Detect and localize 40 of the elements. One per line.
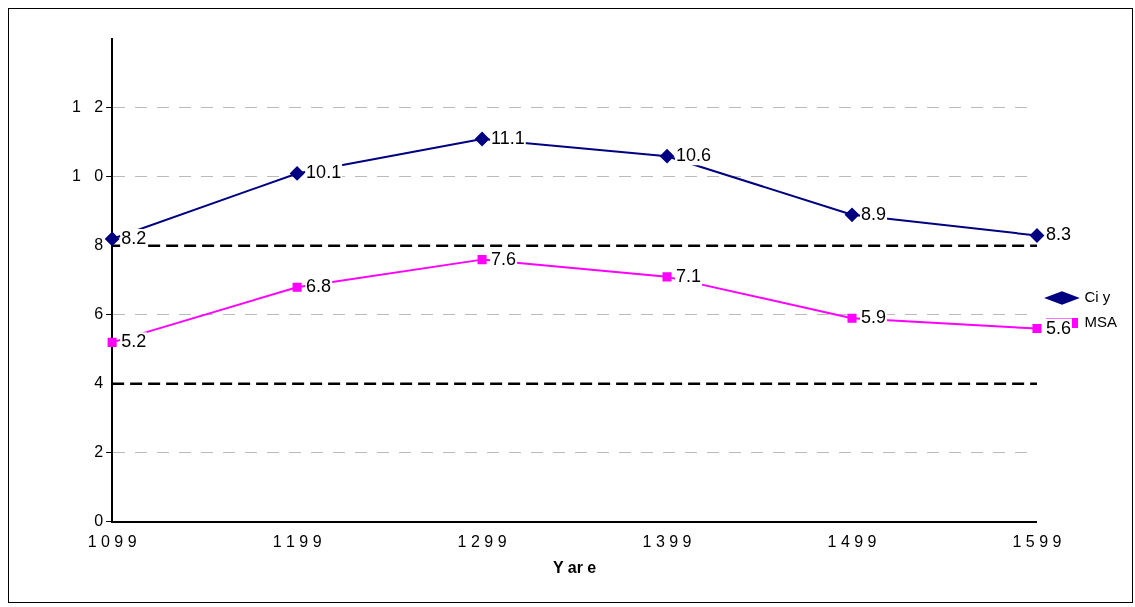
y-tick-label: 1 0 bbox=[71, 167, 104, 185]
point bbox=[847, 313, 857, 323]
point bbox=[1029, 228, 1044, 243]
legend-label: Ci y bbox=[1084, 288, 1111, 306]
data-label: 5.9 bbox=[861, 307, 887, 328]
data-label: 8.9 bbox=[861, 203, 887, 224]
legend-label: MSA bbox=[1084, 313, 1118, 331]
y-tick-label: 0 bbox=[94, 512, 104, 530]
point bbox=[475, 131, 490, 146]
data-label: 10.6 bbox=[676, 145, 712, 166]
x-tick-label: 1 5 9 9 bbox=[1012, 532, 1062, 550]
y-tick-label: 6 bbox=[94, 305, 104, 323]
data-label: 10.1 bbox=[306, 162, 342, 183]
data-label: 8.3 bbox=[1046, 224, 1072, 245]
data-label: 7.6 bbox=[491, 248, 517, 269]
point bbox=[1032, 324, 1042, 334]
x-tick-label: 1 2 9 9 bbox=[457, 532, 507, 550]
x-tick-label: 1 1 9 9 bbox=[272, 532, 322, 550]
y-tick-label: 8 bbox=[94, 236, 104, 254]
point bbox=[290, 166, 305, 181]
x-tick-label: 1 0 9 9 bbox=[87, 532, 137, 550]
point bbox=[662, 272, 672, 282]
y-tick-label: 1 2 bbox=[71, 98, 104, 116]
point bbox=[845, 207, 860, 222]
point bbox=[292, 282, 302, 292]
point bbox=[107, 337, 117, 347]
data-label: 8.2 bbox=[121, 227, 147, 248]
point bbox=[660, 149, 675, 164]
y-tick-label: 4 bbox=[94, 374, 104, 392]
data-label: 11.1 bbox=[491, 127, 525, 148]
data-label: 6.8 bbox=[306, 276, 332, 297]
y-tick-label: 2 bbox=[94, 443, 104, 461]
data-label: 5.2 bbox=[121, 331, 147, 352]
point bbox=[477, 255, 487, 265]
x-tick-label: 1 3 9 9 bbox=[642, 532, 692, 550]
data-label: 7.1 bbox=[676, 265, 702, 286]
x-tick-label: 1 4 9 9 bbox=[827, 532, 877, 550]
x-axis-title: Y ar e bbox=[552, 558, 597, 576]
point bbox=[105, 231, 120, 246]
data-label: 5.6 bbox=[1046, 317, 1072, 338]
